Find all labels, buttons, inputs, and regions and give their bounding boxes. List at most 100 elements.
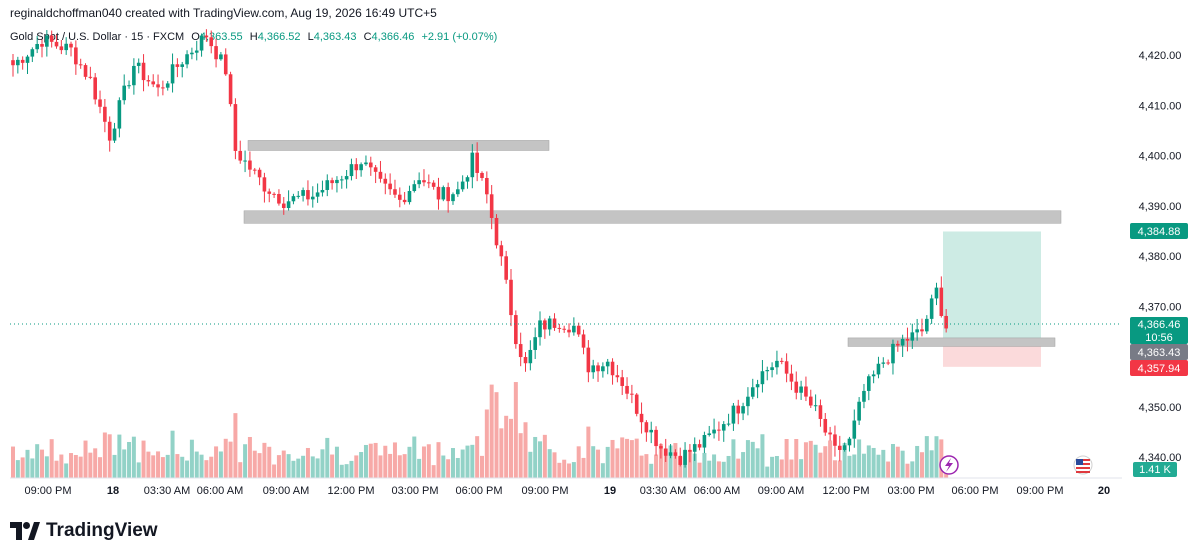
candle-body — [286, 201, 291, 208]
volume-bar — [180, 456, 185, 478]
volume-bar — [881, 449, 886, 478]
candle — [678, 447, 683, 467]
price-axis[interactable]: 4,340.00 4,350.00 4,370.00 4,380.00 4,390.00… — [1139, 50, 1182, 464]
volume-bar — [397, 455, 402, 478]
candle-body — [64, 43, 68, 51]
candle-body — [765, 370, 770, 372]
candle-body — [857, 401, 861, 421]
time-axis[interactable]: 09:00 PM 18 03:30 AM 06:00 AM 09:00 AM 12:00 … — [10, 477, 1122, 497]
volume-bar — [431, 465, 436, 478]
candle-body — [78, 64, 83, 66]
candle-body — [156, 84, 160, 88]
candle-body — [634, 394, 639, 414]
candle — [272, 192, 276, 198]
volume-bar — [924, 436, 929, 478]
volume-bar — [939, 439, 944, 478]
candle — [74, 40, 78, 75]
volume-bar — [320, 449, 325, 478]
candle — [54, 34, 59, 49]
candle-body — [630, 393, 634, 395]
candle-body — [702, 435, 707, 448]
candle — [891, 339, 895, 375]
candle-body — [456, 189, 460, 195]
time-axis-label: 09:00 PM — [24, 485, 71, 497]
candle-body — [804, 386, 808, 397]
candle-body — [354, 164, 359, 171]
volume-bar — [383, 445, 388, 478]
close-value: 4,366.46 — [371, 31, 415, 43]
candle-body — [673, 452, 678, 456]
tradingview-logo[interactable]: TradingView — [10, 518, 158, 544]
candle-body — [929, 298, 934, 319]
price-tag-entry: 4,363.43 — [1130, 344, 1188, 360]
volume-bar — [146, 451, 151, 478]
candle-body — [833, 434, 837, 446]
candle — [644, 420, 649, 442]
volume-bar — [49, 439, 54, 478]
volume-bar — [305, 447, 310, 478]
candle-body — [349, 164, 354, 177]
candle — [499, 240, 504, 266]
candle-body — [746, 396, 750, 407]
volume-bar — [296, 458, 301, 478]
candle-body — [692, 444, 697, 452]
candle-body — [335, 179, 339, 184]
low-label: L — [307, 31, 314, 43]
high-value: 4,366.52 — [257, 31, 301, 43]
volume-bar — [644, 454, 649, 478]
time-axis-label: 06:00 PM — [951, 485, 998, 497]
candle-body — [663, 448, 668, 456]
candle — [132, 58, 136, 95]
volume-bar — [199, 454, 204, 478]
candle — [523, 352, 528, 372]
volume-bar — [567, 463, 572, 478]
candle — [601, 362, 605, 378]
candle — [634, 392, 639, 417]
candle-body — [368, 162, 373, 168]
candle — [731, 402, 736, 431]
candle-body — [726, 423, 731, 425]
lightning-icon[interactable] — [939, 455, 959, 475]
candle-body — [823, 418, 828, 433]
price-chart[interactable]: 4,340.00 4,350.00 4,370.00 4,380.00 4,390.00… — [0, 0, 1200, 510]
candle — [741, 402, 745, 421]
candle-body — [112, 128, 117, 141]
candle — [871, 370, 876, 384]
candle — [378, 160, 383, 183]
candle — [103, 98, 107, 133]
volume-bar — [842, 443, 847, 478]
volume-bar — [658, 443, 663, 478]
time-axis-label: 18 — [107, 485, 119, 497]
candle-body — [736, 405, 741, 414]
volume-bar — [895, 446, 900, 478]
volume-bar — [910, 461, 915, 478]
candle — [35, 35, 39, 54]
us-flag-icon[interactable] — [1073, 455, 1093, 475]
candle-body — [605, 361, 610, 367]
candle-body — [538, 320, 542, 338]
volume-bar — [837, 460, 842, 478]
upper-resistance-zone — [247, 140, 550, 151]
price-axis-label: 4,400.00 — [1139, 151, 1182, 163]
candle — [165, 81, 170, 91]
candle-body — [383, 178, 388, 184]
symbol-title[interactable]: Gold Spot / U.S. Dollar · 15 · FXCM — [10, 31, 185, 43]
candle — [64, 37, 68, 55]
candle-body — [596, 365, 600, 372]
candle-body — [649, 429, 654, 433]
candle-body — [320, 189, 325, 193]
volume-bar — [344, 464, 349, 478]
volume-bar — [54, 460, 59, 478]
candle-body — [489, 194, 494, 218]
volume-bar — [866, 445, 871, 478]
volume-bar — [538, 441, 543, 478]
price-tag-take-profit: 4,384.88 — [1130, 223, 1188, 239]
volume-bar — [233, 413, 238, 478]
price-axis-label: 4,350.00 — [1139, 402, 1182, 414]
last-price-tag: 4,366.46 — [1138, 319, 1181, 331]
candle-body — [98, 99, 102, 107]
candle-body — [789, 373, 794, 382]
candle — [552, 313, 557, 331]
candle-body — [170, 64, 175, 84]
candle — [533, 327, 537, 360]
